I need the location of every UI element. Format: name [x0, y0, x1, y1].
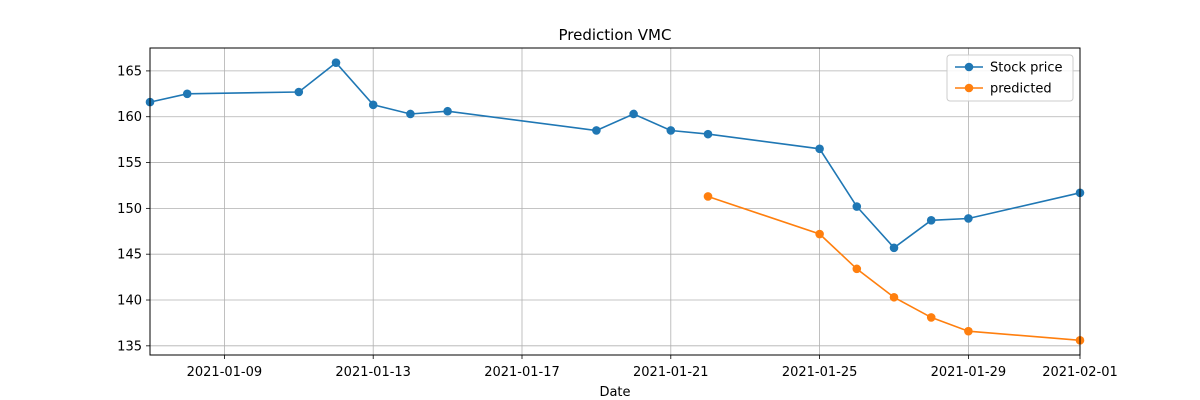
- data-point-stock-price: [703, 129, 713, 139]
- x-tick-label: 2021-01-17: [484, 365, 560, 380]
- y-tick-label: 145: [117, 248, 142, 263]
- legend-item-predicted: predicted: [955, 82, 1052, 97]
- legend-label: Stock price: [990, 61, 1062, 76]
- data-point-stock-price: [294, 87, 304, 97]
- data-point-predicted: [926, 313, 936, 322]
- x-tick-label: 2021-01-25: [782, 365, 858, 380]
- legend-marker: [964, 62, 974, 72]
- data-point-stock-price: [666, 126, 676, 135]
- legend-item-stock-price: Stock price: [955, 61, 1062, 76]
- data-point-stock-price: [852, 202, 862, 211]
- series-line-predicted: [707, 195, 1081, 342]
- grid: [150, 48, 1081, 355]
- data-point-stock-price: [889, 243, 899, 253]
- data-point-predicted: [964, 326, 973, 336]
- y-tick-label: 150: [117, 202, 142, 217]
- series-line-stock-price: [149, 61, 1081, 249]
- data-point-predicted: [703, 192, 713, 201]
- legend-marker: [964, 83, 974, 93]
- x-tick-label: 2021-01-09: [187, 365, 263, 380]
- legend: Stock price predicted: [946, 54, 1074, 102]
- series-stock-price: [145, 58, 1085, 253]
- data-point-stock-price: [926, 215, 936, 225]
- x-tick-label: 2021-01-29: [931, 365, 1007, 380]
- data-point-stock-price: [815, 144, 824, 154]
- x-tick-label: 2021-01-21: [633, 365, 709, 380]
- data-point-predicted: [889, 292, 899, 302]
- data-point-stock-price: [964, 214, 973, 223]
- data-point-stock-price: [331, 58, 341, 67]
- data-point-stock-price: [182, 89, 192, 99]
- x-tick-label: 2021-02-01: [1042, 365, 1118, 380]
- ticks: 2021-01-09 2021-01-13 2021-01-17 2021-01-21…: [117, 64, 1118, 380]
- y-tick-label: 160: [117, 110, 142, 125]
- y-tick-label: 165: [117, 64, 142, 79]
- x-tick-label: 2021-01-13: [335, 365, 411, 380]
- x-axis-label: Date: [599, 385, 630, 400]
- plot-frame: [149, 47, 1081, 356]
- y-tick-label: 140: [117, 294, 142, 309]
- series-predicted: [703, 192, 1085, 345]
- y-tick-label: 155: [117, 156, 142, 171]
- data-point-predicted: [852, 264, 862, 274]
- data-point-stock-price: [592, 126, 601, 135]
- data-point-stock-price: [406, 109, 415, 119]
- y-tick-label: 135: [117, 339, 142, 354]
- data-point-stock-price: [629, 109, 638, 119]
- chart-title: Prediction VMC: [559, 26, 672, 44]
- data-point-stock-price: [443, 106, 452, 116]
- series-layer: [145, 58, 1085, 345]
- data-point-stock-price: [368, 100, 378, 110]
- legend-label: predicted: [990, 82, 1052, 97]
- data-point-predicted: [815, 229, 824, 239]
